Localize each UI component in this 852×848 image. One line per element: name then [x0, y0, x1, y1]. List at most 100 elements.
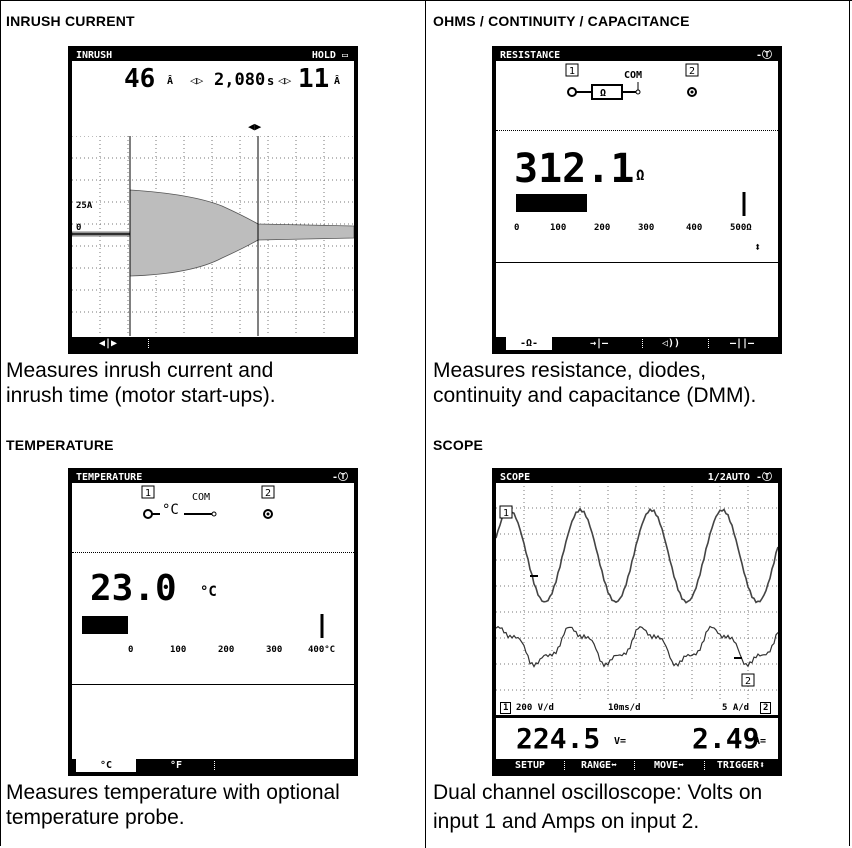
scope-scale-bar: 1 200 V/d 10ms/d 5 A/d 2 [496, 700, 778, 714]
inrush-peak-unit: Â [167, 76, 174, 87]
inrush-time-reading: 2,080 [214, 70, 266, 90]
temperature-heading: TEMPERATURE [6, 437, 114, 453]
cursor-softkey[interactable]: ◀|▶ [98, 338, 118, 349]
timebase: 10ms/d [608, 703, 641, 713]
input2-label: 2 [689, 66, 695, 77]
ohms-scale-100: 100 [550, 223, 566, 233]
plug-icon: -Ⓣ [755, 472, 772, 483]
inrush-steady-unit: Â [334, 76, 341, 87]
ch1-waveform [496, 507, 778, 604]
temp-scale-100: 100 [170, 645, 186, 655]
scope-mode-label: 1/2AUTO [707, 472, 750, 483]
volts-unit: V= [614, 736, 627, 747]
ch1-marker: 1 [503, 508, 509, 519]
temperature-bargraph: 0 100 200 300 400°C [82, 614, 335, 655]
temperature-softkeys: °C °F [72, 759, 354, 772]
ohm-symbol: Ω [600, 88, 606, 99]
inrush-screen: INRUSH HOLD ▭ 46 Â ◁▷ 2,080 s ◁▷ 11 Â … [68, 46, 358, 354]
column-divider [425, 0, 426, 848]
ch2-waveform [496, 625, 778, 668]
ch1-scale: 200 V/d [516, 703, 554, 713]
ohms-scale-200: 200 [594, 223, 610, 233]
scope-caption: Dual channel oscilloscope: Volts on inpu… [433, 781, 763, 833]
cursor-left-icon: ◁▷ [190, 74, 204, 87]
trace-label-zero: 0 [76, 223, 81, 233]
trace-label-level: 25A [76, 201, 93, 211]
softkey-setup[interactable]: SETUP [514, 760, 546, 771]
scope-title: SCOPE [500, 472, 531, 483]
softkey-trigger[interactable]: TRIGGER⬍ [716, 760, 766, 771]
plug-icon: -Ⓣ [755, 50, 772, 61]
softkey-move[interactable]: MOVE⬌ [653, 760, 685, 771]
inrush-caption: Measures inrush current and inrush time … [6, 359, 276, 407]
ohms-heading: OHMS / CONTINUITY / CAPACITANCE [433, 13, 690, 29]
ohms-softkeys: -Ω- →|— ◁)) —||— [496, 337, 778, 350]
softkey-capacitance[interactable]: —||— [729, 338, 755, 349]
top-rule [0, 0, 852, 1]
softkey-diode[interactable]: →|— [589, 338, 609, 349]
temp-scale-300: 300 [266, 645, 282, 655]
temp-scale-400: 400°C [308, 645, 335, 655]
softkey-fahrenheit[interactable]: °F [169, 760, 183, 771]
inrush-hold-label: HOLD [311, 50, 336, 61]
inrush-titlebar: INRUSH HOLD ▭ [72, 50, 354, 61]
ch2-scale-marker: 2 [760, 702, 772, 714]
temperature-caption: Measures temperature with optional tempe… [6, 781, 340, 829]
input1-label: 1 [569, 66, 575, 77]
temperature-reading: 23.0 [90, 568, 177, 609]
scope-titlebar: SCOPE 1/2AUTO -Ⓣ [496, 472, 778, 483]
ch2-marker: 2 [745, 676, 751, 687]
plug-icon: -Ⓣ [331, 472, 348, 483]
softkey-range[interactable]: RANGE⬌ [580, 760, 618, 771]
input2-label: 2 [265, 488, 271, 499]
com-label: COM [192, 492, 210, 503]
temperature-unit: °C [200, 584, 217, 600]
scope-waveform-plot: 1 2 [496, 486, 778, 700]
temperature-connection-diagram: 1 °C COM 2 [141, 485, 275, 519]
inrush-trace-plot: 25A 0 [72, 136, 354, 336]
temperature-screen: TEMPERATURE -Ⓣ 1 °C COM 2 23.0 °C 0 100 … [68, 468, 358, 776]
amps-unit: A= [754, 736, 767, 747]
volts-reading: 224.5 [516, 722, 601, 755]
ohms-titlebar: RESISTANCE -Ⓣ [496, 50, 778, 61]
input1-label: 1 [145, 488, 151, 499]
com-label: COM [624, 70, 642, 81]
temp-scale-0: 0 [128, 645, 133, 655]
battery-icon: ▭ [341, 50, 348, 61]
ohms-scale-400: 400 [686, 223, 702, 233]
amps-reading: 2.49 [692, 722, 760, 755]
ohms-scale-500: 500Ω [730, 223, 752, 233]
softkey-celsius[interactable]: °C [76, 759, 136, 772]
temperature-titlebar: TEMPERATURE -Ⓣ [72, 472, 354, 483]
inrush-steady-reading: 11 [298, 64, 330, 94]
temp-scale-200: 200 [218, 645, 234, 655]
ch2-scale: 5 A/d [722, 703, 750, 713]
ohms-connection-diagram: 1 Ω COM 2 [565, 63, 699, 100]
ohms-scale-300: 300 [638, 223, 654, 233]
ohms-bargraph: 0 100 200 300 400 500Ω [514, 192, 752, 233]
inrush-title: INRUSH [76, 50, 113, 61]
scope-softkeys: SETUP RANGE⬌ MOVE⬌ TRIGGER⬍ [496, 759, 778, 772]
ohms-title: RESISTANCE [500, 50, 561, 61]
ch1-scale-marker: 1 [500, 702, 512, 714]
ohms-bargraph-fill [516, 194, 587, 212]
cursor-right-icon: ◁▷ [278, 74, 292, 87]
inrush-time-unit: s [267, 74, 275, 88]
inrush-heading: INRUSH CURRENT [6, 13, 135, 29]
scope-heading: SCOPE [433, 437, 484, 453]
range-updown-icon[interactable]: ⬍ [754, 240, 762, 254]
temperature-bargraph-fill [82, 616, 128, 634]
inrush-envelope [72, 189, 354, 277]
softkey-ohms[interactable]: -Ω- [506, 337, 552, 350]
scope-screen: SCOPE 1/2AUTO -Ⓣ 1 2 [492, 468, 782, 776]
temperature-title: TEMPERATURE [76, 472, 143, 483]
celsius-symbol: °C [162, 502, 179, 518]
ohms-reading: 312.1 [514, 146, 635, 192]
softkey-continuity[interactable]: ◁)) [661, 338, 681, 349]
cursor-marker-icon: ◀▶ [248, 120, 262, 133]
ohms-unit: Ω [636, 168, 645, 184]
scope-readings: 224.5 V= 2.49 A= [496, 715, 778, 762]
inrush-softkeys: ◀|▶ [72, 337, 354, 350]
ohms-scale-0: 0 [514, 223, 519, 233]
inrush-peak-reading: 46 [124, 64, 156, 94]
